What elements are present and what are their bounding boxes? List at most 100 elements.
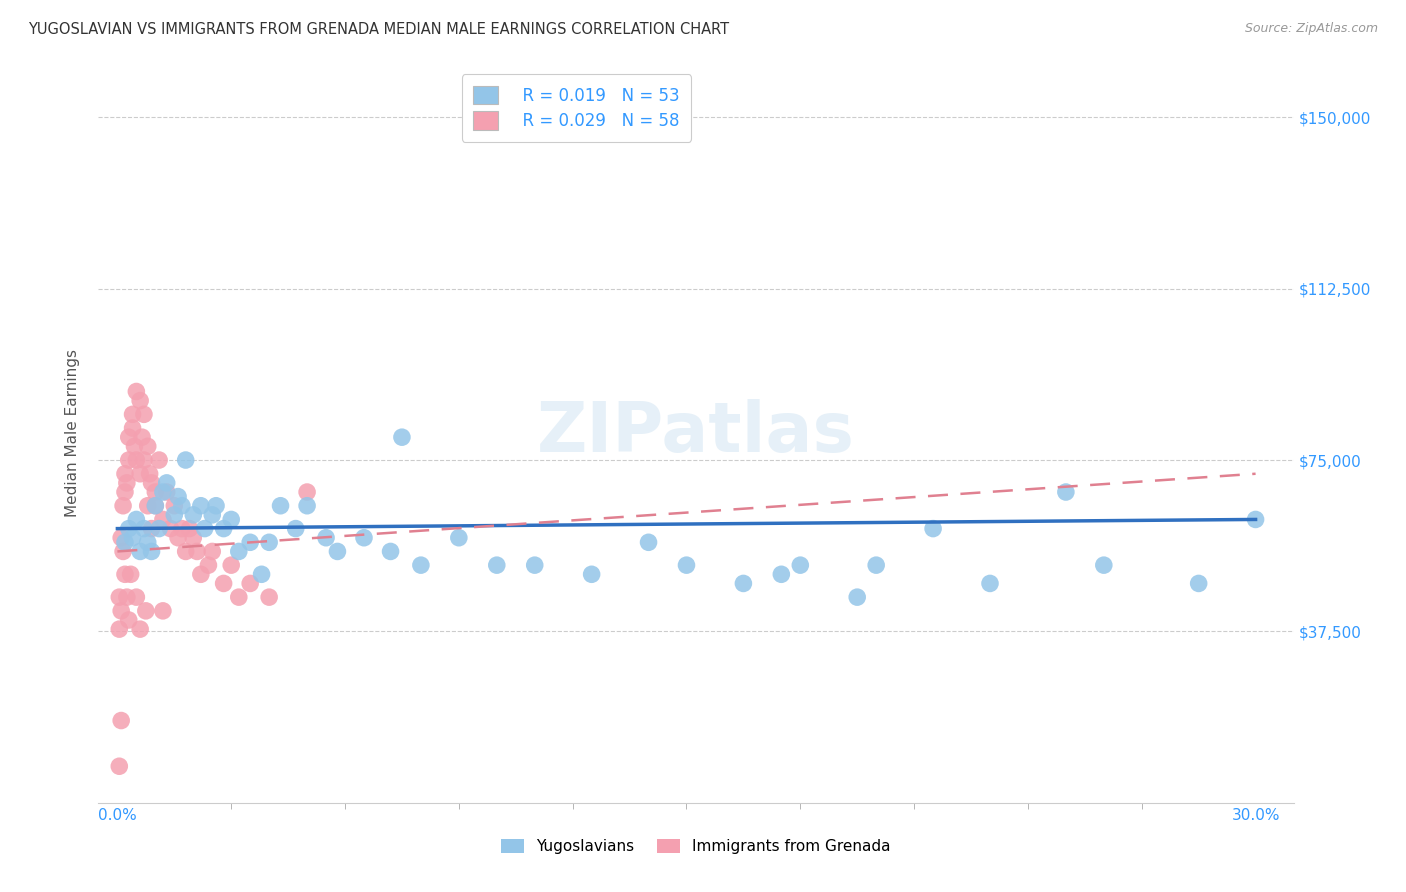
Point [136,499,159,513]
Point [295,499,318,513]
Point [156,475,179,490]
Point [121,408,143,422]
Point [132,522,155,536]
Point [201,544,224,558]
Point [733,576,755,591]
Point [135,604,157,618]
Point [186,544,208,558]
Point [110,531,132,545]
Point [353,531,375,545]
Point [1188,576,1211,591]
Point [143,499,166,513]
Point [179,522,201,536]
Point [485,558,508,573]
Point [108,622,131,636]
Point [581,567,603,582]
Point [637,535,659,549]
Text: ZIPatlas: ZIPatlas [537,399,855,467]
Point [163,499,186,513]
Point [170,522,193,536]
Point [315,531,337,545]
Point [143,485,166,500]
Point [108,590,131,604]
Point [132,408,155,422]
Point [770,567,793,582]
Point [979,576,1001,591]
Point [201,508,224,522]
Point [190,567,212,582]
Point [922,522,945,536]
Point [239,576,262,591]
Point [270,499,292,513]
Point [114,535,136,549]
Text: YUGOSLAVIAN VS IMMIGRANTS FROM GRENADA MEDIAN MALE EARNINGS CORRELATION CHART: YUGOSLAVIAN VS IMMIGRANTS FROM GRENADA M… [28,22,730,37]
Point [219,512,242,526]
Point [163,508,186,522]
Point [118,613,141,627]
Point [141,522,163,536]
Point [120,567,142,582]
Point [125,384,148,399]
Point [112,544,135,558]
Point [212,522,235,536]
Point [152,485,174,500]
Point [121,531,143,545]
Point [129,393,152,408]
Point [523,558,546,573]
Point [257,535,280,549]
Point [108,759,131,773]
Point [136,535,159,549]
Point [121,421,143,435]
Point [138,467,160,481]
Point [239,535,262,549]
Point [136,439,159,453]
Point [125,512,148,526]
Point [447,531,470,545]
Point [115,475,138,490]
Point [124,439,146,453]
Point [129,544,152,558]
Point [143,499,166,513]
Point [148,453,170,467]
Point [219,558,242,573]
Point [865,558,887,573]
Point [181,508,204,522]
Point [174,453,197,467]
Point [190,499,212,513]
Point [110,714,132,728]
Point [110,604,132,618]
Point [131,430,153,444]
Point [141,475,163,490]
Point [118,430,141,444]
Point [118,453,141,467]
Point [152,604,174,618]
Point [257,590,280,604]
Point [129,622,152,636]
Point [846,590,869,604]
Legend: Yugoslavians, Immigrants from Grenada: Yugoslavians, Immigrants from Grenada [494,831,898,862]
Point [118,522,141,536]
Point [205,499,228,513]
Point [1092,558,1115,573]
Point [250,567,273,582]
Point [159,522,181,536]
Point [228,544,250,558]
Point [167,490,190,504]
Point [194,522,217,536]
Point [115,590,138,604]
Point [114,467,136,481]
Point [114,567,136,582]
Point [284,522,307,536]
Point [132,453,155,467]
Point [141,544,163,558]
Point [167,531,190,545]
Point [125,590,148,604]
Point [112,499,135,513]
Point [789,558,811,573]
Point [125,453,148,467]
Point [391,430,413,444]
Point [1054,485,1077,500]
Point [675,558,697,573]
Point [114,485,136,500]
Point [170,499,193,513]
